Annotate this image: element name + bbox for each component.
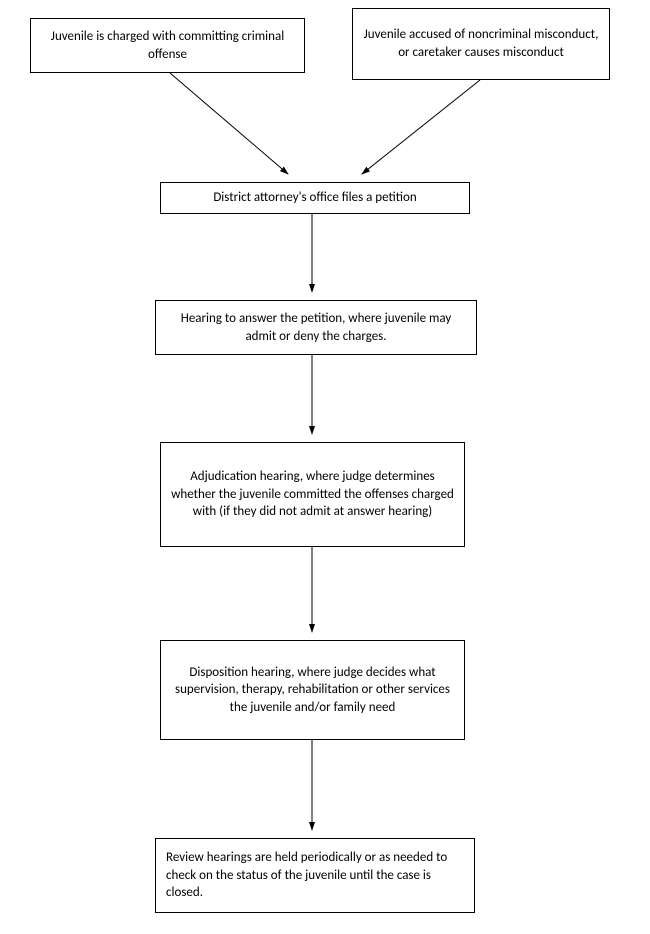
node-review: Review hearings are held periodically or… bbox=[155, 838, 475, 913]
node-label: District attorney's office files a petit… bbox=[213, 189, 416, 207]
node-start-criminal: Juvenile is charged with committing crim… bbox=[30, 18, 305, 73]
node-label: Review hearings are held periodically or… bbox=[166, 849, 464, 902]
node-label: Juvenile is charged with committing crim… bbox=[41, 28, 294, 63]
node-label: Disposition hearing, where judge decides… bbox=[171, 664, 454, 717]
node-start-noncriminal: Juvenile accused of noncriminal miscondu… bbox=[352, 8, 610, 80]
node-petition: District attorney's office files a petit… bbox=[160, 182, 470, 214]
node-answer-hearing: Hearing to answer the petition, where ju… bbox=[155, 300, 477, 355]
node-adjudication: Adjudication hearing, where judge determ… bbox=[160, 442, 465, 547]
node-label: Juvenile accused of noncriminal miscondu… bbox=[363, 26, 599, 61]
node-label: Adjudication hearing, where judge determ… bbox=[171, 468, 454, 521]
node-disposition: Disposition hearing, where judge decides… bbox=[160, 640, 465, 740]
flowchart-canvas: Juvenile is charged with committing crim… bbox=[0, 0, 650, 934]
node-label: Hearing to answer the petition, where ju… bbox=[166, 310, 466, 345]
